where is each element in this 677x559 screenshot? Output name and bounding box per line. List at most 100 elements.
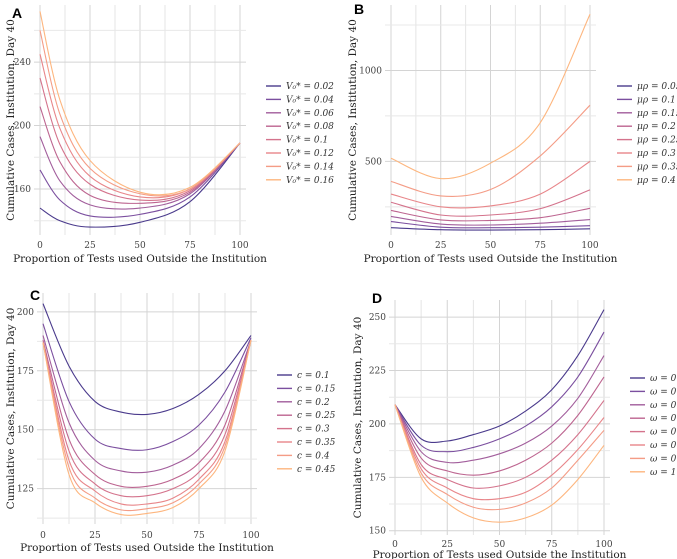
series-line [394, 355, 605, 464]
y-axis-label: Cumulative Cases, Institution, Day 40 [347, 19, 359, 221]
legend-label: μρ = 0.25 [637, 136, 677, 146]
series-line [42, 340, 252, 506]
legend-label: μρ = 0.15 [637, 109, 677, 119]
x-tick-label: 50 [494, 540, 506, 550]
y-tick-label: 200 [17, 308, 34, 318]
legend-label: c = 0.25 [297, 411, 336, 421]
x-tick-label: 100 [595, 540, 612, 550]
legend-label: V₀* = 0.08 [286, 122, 334, 132]
legend-label: V₀* = 0.02 [286, 82, 334, 92]
series-line [394, 309, 605, 444]
x-tick-label: 25 [435, 241, 447, 251]
y-tick-label: 125 [17, 485, 34, 495]
series-line [390, 227, 591, 231]
y-tick-label: 175 [17, 367, 34, 377]
legend-label: c = 0.1 [297, 371, 330, 381]
series-line [39, 30, 241, 197]
legend-label: μρ = 0.4 [637, 176, 676, 186]
y-tick-label: 200 [14, 122, 31, 132]
series-line [42, 303, 252, 416]
series-line [394, 400, 605, 489]
series-line [394, 404, 605, 511]
x-tick-label: 75 [546, 540, 558, 550]
legend-label: ω = 1 [650, 468, 676, 478]
legend-label: μρ = 0.05 [637, 82, 677, 92]
x-tick-label: 0 [40, 531, 46, 541]
x-tick-label: 100 [581, 241, 598, 251]
legend-label: c = 0.45 [297, 465, 336, 475]
series-line [39, 77, 241, 201]
legend-label: c = 0.15 [297, 384, 336, 394]
x-tick-label: 75 [535, 241, 547, 251]
legend-label: V₀* = 0.06 [286, 109, 334, 119]
legend-label: c = 0.35 [297, 438, 336, 448]
y-tick-label: 150 [369, 527, 386, 537]
legend-label: ω = 0.3 [650, 374, 677, 384]
legend-label: c = 0.2 [297, 398, 330, 408]
x-tick-label: 75 [184, 241, 196, 251]
series-line [394, 404, 605, 501]
series-line [39, 136, 241, 210]
series-line [390, 160, 591, 209]
x-axis-label: Proportion of Tests used Outside the Ins… [373, 549, 627, 559]
series-line [39, 11, 241, 196]
legend-label: ω = 0.9 [650, 454, 677, 464]
series-line [390, 14, 591, 180]
x-tick-label: 25 [89, 531, 101, 541]
legend-label: ω = 0.6 [650, 414, 677, 424]
x-tick-label: 25 [442, 540, 454, 550]
y-axis-label: Cumulative Cases, Institution, Day 40 [5, 19, 17, 221]
panel-c: 0 25 50 75 100 125 150 175 200 Proportion of Test… [5, 287, 336, 554]
legend-label: μρ = 0.3 [637, 149, 676, 159]
legend-label: ω = 0.8 [650, 441, 677, 451]
x-tick-label: 50 [485, 241, 497, 251]
legend-label: ω = 0.7 [650, 428, 677, 438]
series-line [394, 331, 605, 453]
y-tick-label: 225 [369, 367, 386, 377]
series-line [390, 207, 591, 222]
y-tick-label: 160 [14, 185, 31, 195]
legend-label: μρ = 0.35 [637, 162, 677, 172]
series-line [390, 220, 591, 229]
x-tick-label: 25 [84, 241, 96, 251]
series-line [42, 323, 252, 451]
legend-label: V₀* = 0.14 [286, 162, 334, 172]
legend-label: ω = 0.4 [650, 387, 677, 397]
x-axis-label: Proportion of Tests used Outside the Ins… [13, 253, 267, 265]
series-line [42, 339, 252, 489]
legend-label: c = 0.4 [297, 451, 330, 461]
series-line [42, 340, 252, 512]
series-line [390, 215, 591, 226]
legend-label: ω = 0.5 [650, 401, 677, 411]
panel-b: 0 25 50 75 100 500 1000 Proportion of Tests use… [347, 1, 677, 265]
y-tick-label: 150 [17, 426, 34, 436]
series-line [42, 339, 252, 498]
series-line [42, 335, 252, 474]
legend-label: μρ = 0.1 [637, 95, 676, 105]
panel-label: A [12, 5, 22, 21]
x-tick-label: 0 [392, 540, 398, 550]
y-tick-label: 240 [14, 58, 31, 68]
y-tick-label: 250 [369, 313, 386, 323]
panel-a: 0 25 50 75 100 160 200 240 Proportion of Tests u… [5, 5, 334, 265]
series-line [39, 142, 241, 218]
panel-label: D [372, 290, 382, 306]
y-tick-label: 500 [365, 157, 382, 167]
series-line [42, 340, 252, 516]
y-tick-label: 175 [369, 473, 386, 483]
legend-label: c = 0.3 [297, 425, 330, 435]
x-tick-label: 0 [37, 241, 43, 251]
series-line [39, 142, 241, 228]
series-line [394, 404, 605, 523]
x-tick-label: 50 [134, 241, 146, 251]
x-tick-label: 100 [231, 241, 248, 251]
y-axis-label: Cumulative Cases, Institution, Day 40 [5, 308, 17, 510]
x-axis-label: Proportion of Tests used Outside the Ins… [20, 542, 274, 554]
legend-label: V₀* = 0.16 [286, 176, 334, 186]
panel-label: B [354, 1, 364, 17]
y-tick-label: 1000 [359, 66, 382, 76]
series-line [394, 376, 605, 476]
x-tick-label: 100 [242, 531, 259, 541]
y-tick-label: 200 [369, 420, 386, 430]
